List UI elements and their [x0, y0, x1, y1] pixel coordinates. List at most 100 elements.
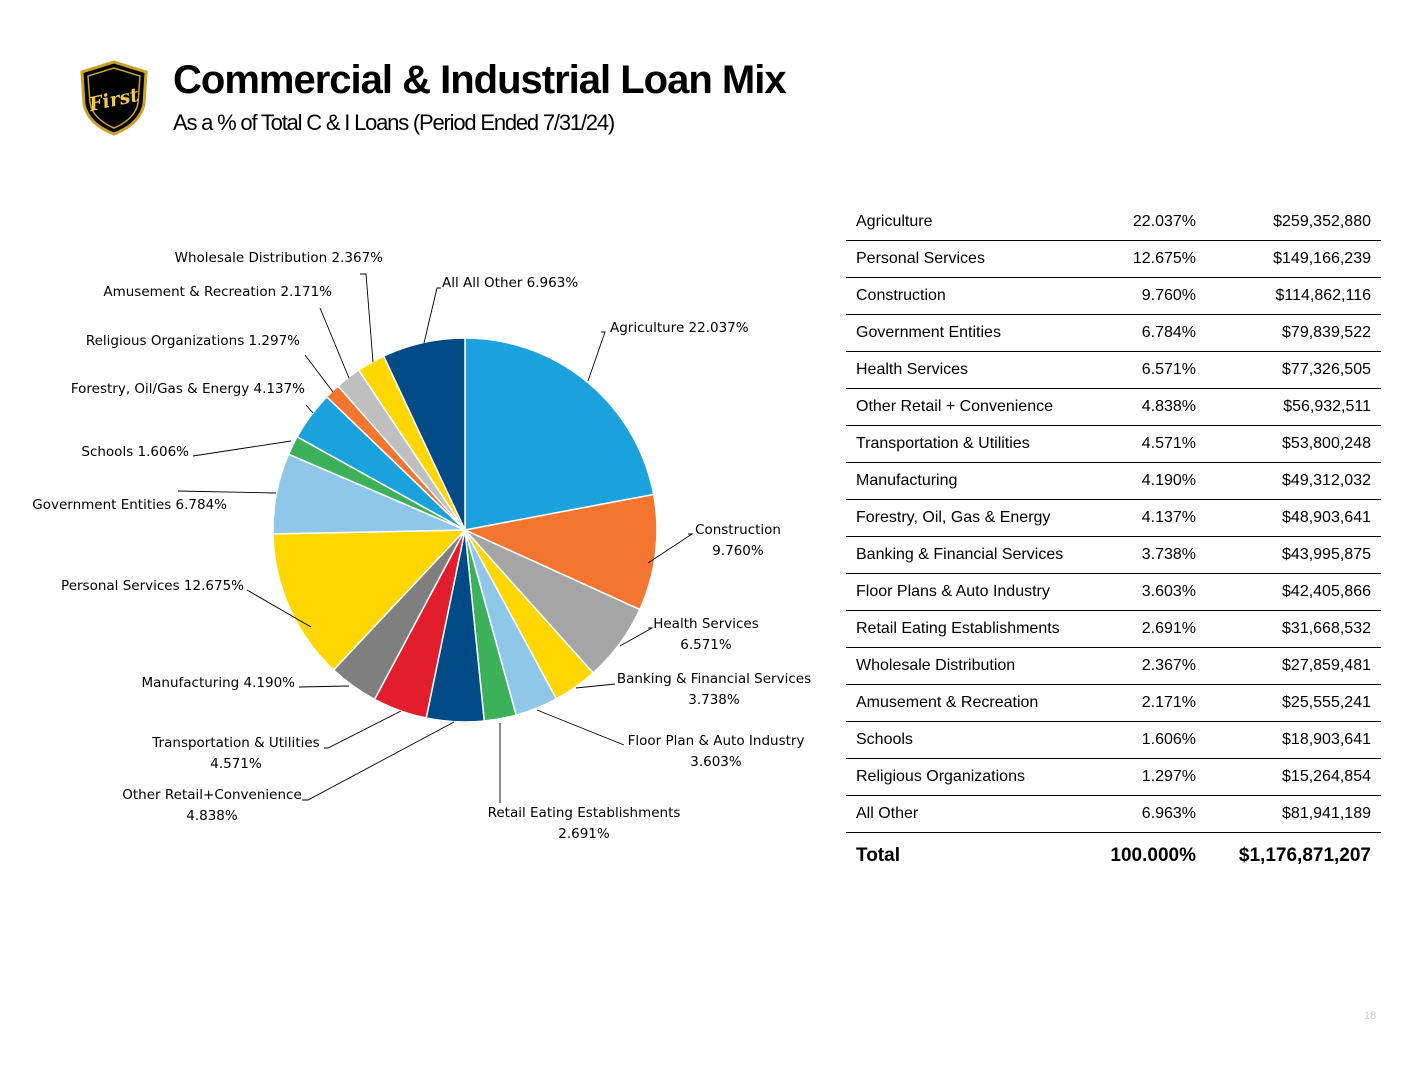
table-cell-amount: $81,941,189 — [1196, 795, 1381, 833]
slice-label: Wholesale Distribution 2.367% — [175, 250, 384, 266]
slice-label-line: 3.738% — [688, 692, 740, 708]
table-cell-category: Manufacturing — [846, 462, 1096, 500]
total-percent: 100.000% — [1110, 845, 1196, 866]
table-row: Government Entities 6.784% $79,839,522 — [846, 314, 1381, 352]
table-cell-percent: 6.784% — [1096, 314, 1196, 352]
slice-label: Forestry, Oil/Gas & Energy 4.137% — [71, 381, 305, 397]
slice-label-line: 2.691% — [558, 826, 610, 842]
slice-label-line: Retail Eating Establishments — [488, 805, 681, 821]
loan-mix-table: Agriculture 22.037% $259,352,880 Personal S… — [846, 204, 1381, 879]
table-cell-amount: $15,264,854 — [1196, 758, 1381, 796]
table-cell-percent: 6.571% — [1096, 351, 1196, 389]
leader-line — [177, 490, 277, 494]
slice-label-line: Other Retail+Convenience — [122, 787, 302, 803]
slice-label: Construction 9.760% — [695, 522, 781, 559]
leader-line — [324, 710, 402, 749]
leader-line — [360, 273, 374, 363]
table-cell-category: Amusement & Recreation — [846, 684, 1096, 722]
leader-line — [423, 287, 441, 344]
table-cell-amount: $53,800,248 — [1196, 425, 1381, 463]
table-cell-amount: $25,555,241 — [1196, 684, 1381, 722]
slice-label-line: Personal Services 12.675% — [61, 578, 244, 594]
table-cell-percent: 4.838% — [1096, 388, 1196, 426]
leader-line — [647, 533, 694, 564]
table-cell-category: Retail Eating Establishments — [846, 610, 1096, 648]
table-row: Retail Eating Establishments 2.691% $31,66… — [846, 610, 1381, 648]
total-label: Total — [856, 845, 900, 866]
table-row: Construction 9.760% $114,862,116 — [846, 277, 1381, 315]
table-row: Personal Services 12.675% $149,166,239 — [846, 240, 1381, 278]
slice-label-line: Religious Organizations 1.297% — [86, 333, 300, 349]
table-cell-percent: 3.603% — [1096, 573, 1196, 611]
table-cell-amount: $114,862,116 — [1196, 277, 1381, 315]
slice-label-line: Manufacturing 4.190% — [141, 675, 295, 691]
leader-line — [536, 709, 625, 746]
table-cell-category: All Other — [846, 795, 1096, 833]
table-cell-percent: 2.171% — [1096, 684, 1196, 722]
slice-label: Transportation & Utilities 4.571% — [151, 735, 319, 772]
table-cell-percent: 6.963% — [1096, 795, 1196, 833]
table-cell-percent: 2.691% — [1096, 610, 1196, 648]
slice-label-line: Wholesale Distribution 2.367% — [175, 250, 384, 266]
first-logo: First — [80, 60, 148, 136]
slice-label-line: Banking & Financial Services — [617, 671, 811, 687]
slice-label: Personal Services 12.675% — [61, 578, 244, 594]
table-cell-percent: 3.738% — [1096, 536, 1196, 574]
slice-label: Manufacturing 4.190% — [141, 675, 295, 691]
slice-label-line: Health Services — [653, 616, 759, 632]
table-row: Floor Plans & Auto Industry 3.603% $42,405… — [846, 573, 1381, 611]
pie-slice — [462, 493, 658, 611]
table-cell-category: Agriculture — [846, 204, 1096, 241]
slice-label-line: Agriculture 22.037% — [610, 320, 749, 336]
loan-mix-pie-chart: Agriculture 22.037% Construction 9.760% Hea… — [32, 250, 811, 842]
page-subtitle: As a % of Total C & I Loans (Period Ende… — [173, 110, 615, 135]
leader-line — [246, 589, 312, 628]
table-cell-amount: $56,932,511 — [1196, 388, 1381, 426]
table-cell-category: Government Entities — [846, 314, 1096, 352]
leader-line — [192, 440, 292, 457]
table-row: All Other 6.963% $81,941,189 — [846, 795, 1381, 833]
table-cell-amount: $49,312,032 — [1196, 462, 1381, 500]
table-cell-amount: $43,995,875 — [1196, 536, 1381, 574]
slice-label-line: Government Entities 6.784% — [32, 497, 227, 513]
table-cell-amount: $149,166,239 — [1196, 240, 1381, 278]
slice-label: Amusement & Recreation 2.171% — [103, 284, 332, 300]
slice-label-line: Forestry, Oil/Gas & Energy 4.137% — [71, 381, 305, 397]
pie-slice — [272, 529, 467, 672]
table-cell-amount: $77,326,505 — [1196, 351, 1381, 389]
table-cell-percent: 1.297% — [1096, 758, 1196, 796]
table-cell-amount: $79,839,522 — [1196, 314, 1381, 352]
leader-line — [304, 354, 334, 393]
table-cell-percent: 22.037% — [1096, 204, 1196, 241]
slice-label: Floor Plan & Auto Industry 3.603% — [628, 733, 805, 770]
table-row: Agriculture 22.037% $259,352,880 — [846, 204, 1381, 241]
table-row: Amusement & Recreation 2.171% $25,555,241 — [846, 684, 1381, 722]
slice-label: Religious Organizations 1.297% — [86, 333, 300, 349]
slice-label: Other Retail+Convenience 4.838% — [122, 787, 302, 824]
slice-label: Banking & Financial Services 3.738% — [617, 671, 811, 708]
slice-label-line: All All Other 6.963% — [442, 275, 578, 291]
slice-label: Agriculture 22.037% — [610, 320, 749, 336]
table-cell-amount: $27,859,481 — [1196, 647, 1381, 685]
table-row: Forestry, Oil, Gas & Energy 4.137% $48,903… — [846, 499, 1381, 537]
table-cell-category: Other Retail + Convenience — [846, 388, 1096, 426]
table-cell-category: Wholesale Distribution — [846, 647, 1096, 685]
table-cell-amount: $48,903,641 — [1196, 499, 1381, 537]
slice-label: Schools 1.606% — [81, 444, 189, 460]
table-row: Manufacturing 4.190% $49,312,032 — [846, 462, 1381, 500]
leader-line — [298, 685, 350, 688]
slice-label-line: 9.760% — [712, 543, 764, 559]
page-title: Commercial & Industrial Loan Mix — [173, 58, 787, 102]
leader-line — [619, 627, 654, 647]
table-cell-amount: $18,903,641 — [1196, 721, 1381, 759]
table-row: Banking & Financial Services 3.738% $43,99… — [846, 536, 1381, 574]
table-cell-percent: 12.675% — [1096, 240, 1196, 278]
table-cell-percent: 4.190% — [1096, 462, 1196, 500]
leader-line — [319, 307, 350, 379]
table-cell-percent: 2.367% — [1096, 647, 1196, 685]
table-row: Wholesale Distribution 2.367% $27,859,481 — [846, 647, 1381, 685]
table-cell-percent: 9.760% — [1096, 277, 1196, 315]
slice-label-line: Schools 1.606% — [81, 444, 189, 460]
table-cell-category: Religious Organizations — [846, 758, 1096, 796]
leader-line — [305, 404, 314, 414]
